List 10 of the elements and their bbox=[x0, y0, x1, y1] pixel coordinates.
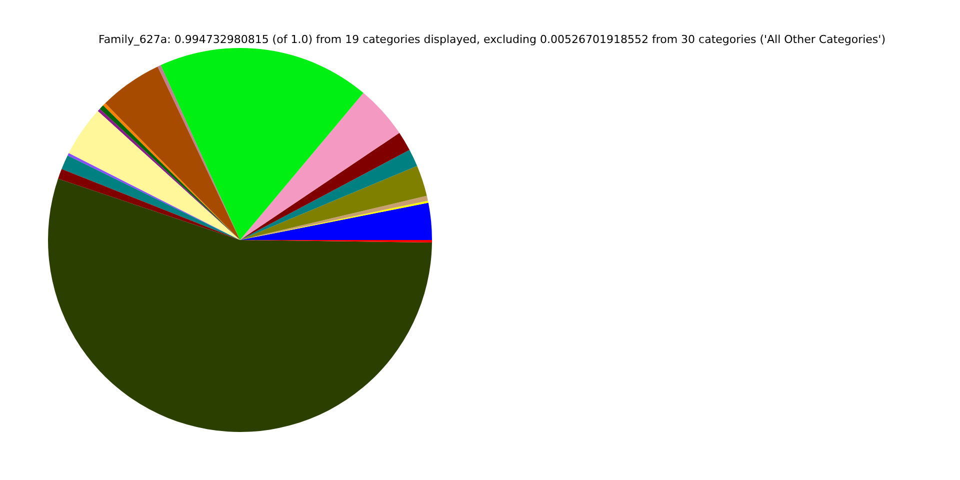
pie-slice bbox=[58, 168, 240, 240]
pie-slice bbox=[160, 48, 364, 240]
pie-slice bbox=[68, 111, 240, 240]
text: Family_627a: 0.994732980815 (of 1.0) from 19 categories displayed, excluding 0.00526701918552 from 30 categories ('All Other Categories') bbox=[98, 33, 886, 46]
pie-slice bbox=[240, 166, 427, 240]
pie-slice bbox=[240, 132, 410, 240]
pie-slice bbox=[240, 150, 418, 240]
pie-slice bbox=[105, 66, 240, 240]
pie-slice bbox=[240, 92, 400, 240]
pie-slice bbox=[48, 178, 432, 432]
